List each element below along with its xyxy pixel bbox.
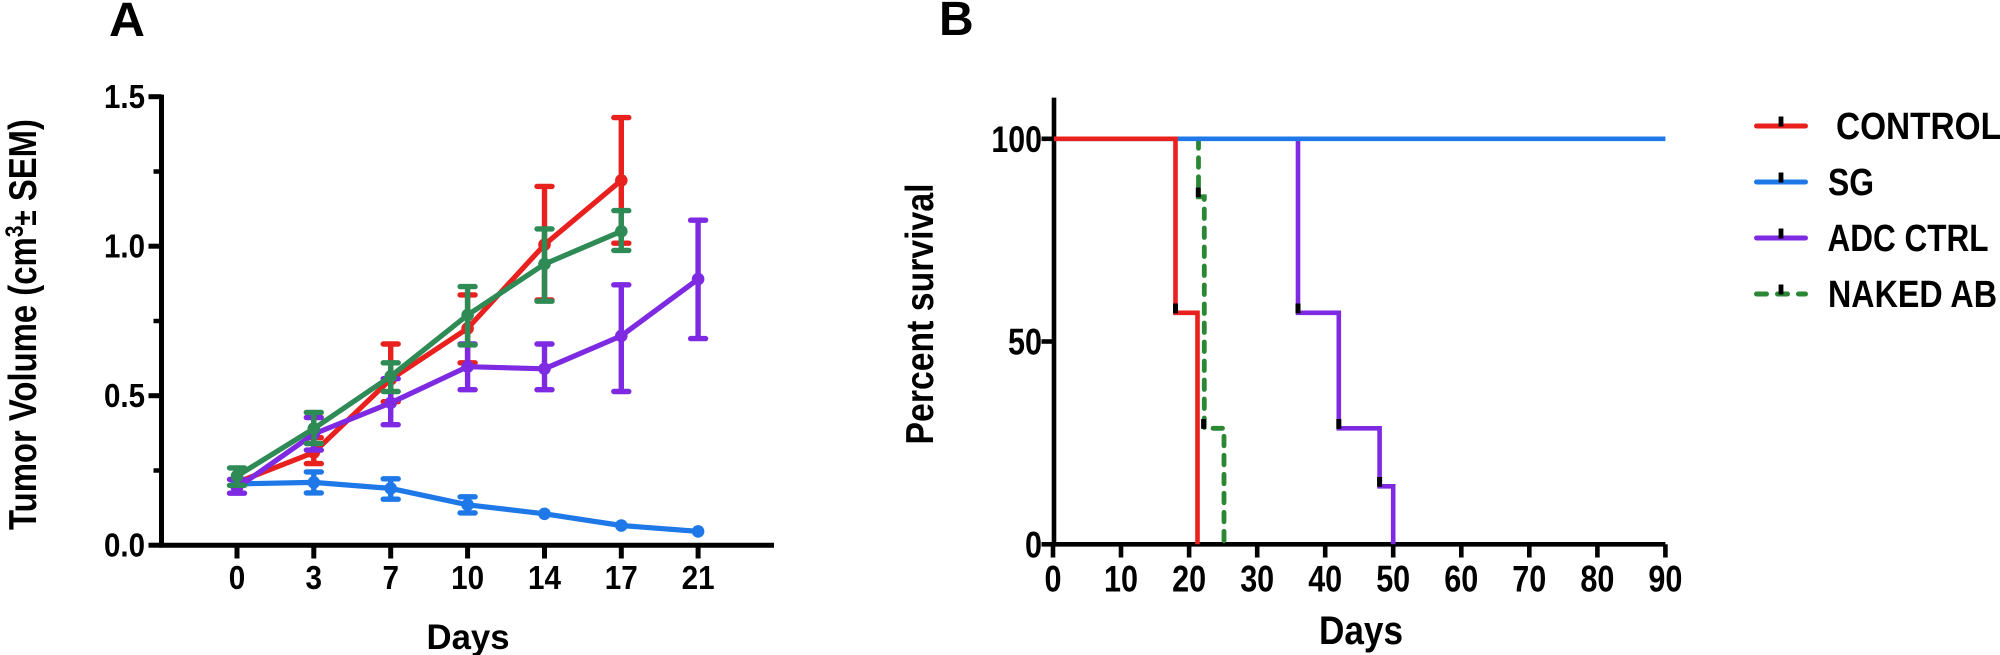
svg-text:0.0: 0.0 [104,527,145,564]
svg-text:60: 60 [1444,558,1478,600]
svg-text:21: 21 [682,559,715,596]
svg-text:40: 40 [1308,558,1342,600]
svg-text:80: 80 [1580,558,1614,600]
svg-text:50: 50 [1008,321,1042,363]
svg-text:B: B [939,0,974,46]
svg-text:Tumor Volume (cm3± SEM): Tumor Volume (cm3± SEM) [0,119,44,530]
svg-text:17: 17 [605,559,638,596]
svg-text:ADC CTRL: ADC CTRL [1828,218,1989,260]
svg-text:CONTROL: CONTROL [1836,106,2000,148]
svg-text:1.5: 1.5 [104,78,145,115]
svg-text:Percent survival: Percent survival [899,184,942,445]
svg-text:20: 20 [1172,558,1206,600]
svg-text:14: 14 [528,559,562,596]
svg-text:SG: SG [1828,162,1874,204]
svg-text:7: 7 [382,559,399,596]
svg-text:10: 10 [451,559,484,596]
svg-text:0: 0 [1045,558,1062,600]
svg-text:3: 3 [306,559,323,596]
svg-text:Days: Days [1319,609,1403,653]
svg-text:10: 10 [1104,558,1138,600]
svg-text:0: 0 [1025,523,1042,565]
svg-text:NAKED AB: NAKED AB [1828,274,1997,316]
svg-text:30: 30 [1240,558,1274,600]
svg-text:100: 100 [991,118,1042,160]
svg-text:90: 90 [1648,558,1682,600]
svg-text:50: 50 [1376,558,1410,600]
svg-text:A: A [109,0,145,47]
svg-text:0.5: 0.5 [104,377,145,414]
svg-text:0: 0 [229,559,246,596]
svg-text:70: 70 [1512,558,1546,600]
svg-text:1.0: 1.0 [104,228,145,265]
svg-text:Days: Days [427,618,510,655]
